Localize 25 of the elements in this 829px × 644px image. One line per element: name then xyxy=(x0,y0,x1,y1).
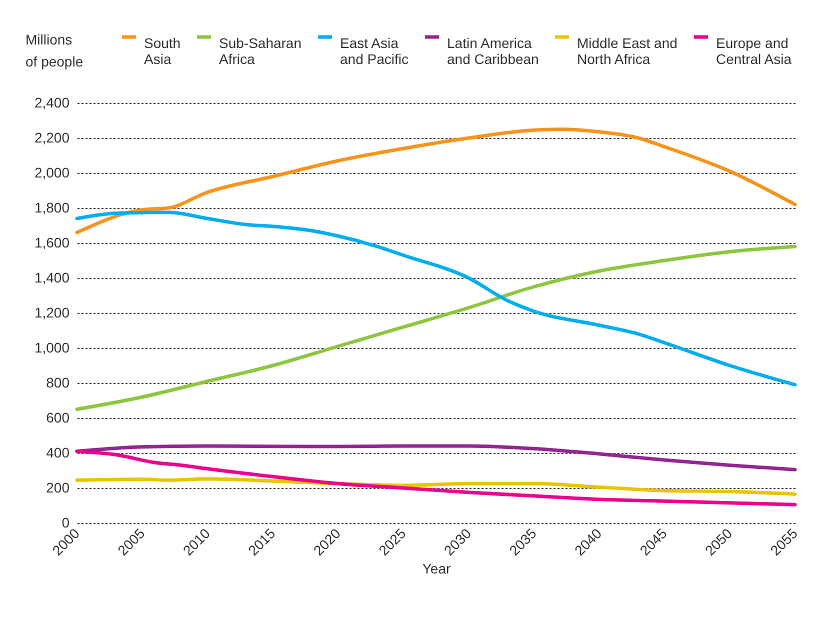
y-tick-label: 1,200 xyxy=(34,304,70,320)
line-series xyxy=(75,128,797,234)
legend-label: South Asia xyxy=(144,35,181,67)
y-tick-label: 1,000 xyxy=(34,340,70,356)
legend-label: Sub-Saharan Africa xyxy=(219,35,302,67)
line-series xyxy=(75,210,797,386)
y-tick-label: 2,400 xyxy=(34,94,70,110)
line-series xyxy=(75,244,797,411)
y-tick-label: 200 xyxy=(46,480,70,496)
y-tick-label: 800 xyxy=(46,374,70,390)
y-tick-label: 1,600 xyxy=(34,234,70,250)
legend-label: Latin America and Caribbean xyxy=(447,35,539,67)
legend-label: Europe and Central Asia xyxy=(716,35,792,67)
y-tick-label: 2,200 xyxy=(34,130,70,146)
y-tick-label: 600 xyxy=(46,410,70,426)
legend-label: East Asia and Pacific xyxy=(340,35,408,67)
x-axis-title: Year xyxy=(422,560,451,576)
y-tick-label: 400 xyxy=(46,444,70,460)
y-tick-label: 2,000 xyxy=(34,164,70,180)
line-series xyxy=(75,450,797,506)
y-tick-label: 1,400 xyxy=(34,270,70,286)
y-tick-label: 0 xyxy=(62,514,70,530)
y-axis-title: Millions of people xyxy=(26,32,84,70)
legend-label: Middle East and North Africa xyxy=(577,35,678,67)
y-tick-label: 1,800 xyxy=(34,200,70,216)
